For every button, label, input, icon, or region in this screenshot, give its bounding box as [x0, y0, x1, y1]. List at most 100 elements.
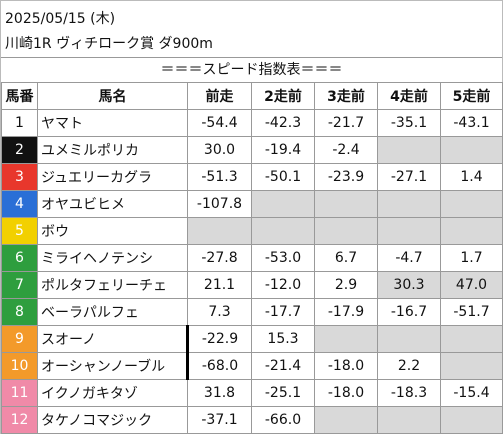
horse-name: ミライヘノテンシ [37, 244, 188, 272]
speed-index: -50.1 [251, 163, 315, 191]
empty-cell [377, 217, 441, 245]
column-header: 4走前 [377, 82, 441, 110]
horse-number: 2 [1, 136, 38, 164]
horse-row: 9 スオーノ -22.9 15.3 [1, 325, 503, 353]
column-header: 馬名 [37, 82, 188, 110]
empty-cell [440, 136, 503, 164]
horse-name: ヤマト [37, 109, 188, 137]
horse-number: 7 [1, 271, 38, 299]
speed-index: 1.7 [440, 244, 503, 272]
speed-index: -15.4 [440, 379, 503, 407]
horse-number: 10 [1, 352, 38, 380]
empty-cell [187, 217, 252, 245]
horse-name: ユメミルポリカ [37, 136, 188, 164]
column-header: 2走前 [251, 82, 315, 110]
speed-index: -21.4 [251, 352, 315, 380]
speed-index: -18.3 [377, 379, 441, 407]
empty-cell [440, 352, 503, 380]
horse-name: スオーノ [37, 325, 188, 353]
speed-index: -2.4 [314, 136, 378, 164]
race-info: 川崎1R ヴィチローク賞 ダ900m [5, 36, 213, 52]
empty-cell [440, 217, 503, 245]
column-header: 3走前 [314, 82, 378, 110]
empty-cell [314, 325, 378, 353]
header-row: 馬番 馬名 前走 2走前 3走前 4走前 5走前 [1, 82, 503, 110]
empty-cell [440, 325, 503, 353]
speed-index: -18.0 [314, 352, 378, 380]
horse-name: ジュエリーカグラ [37, 163, 188, 191]
horse-row: 7 ポルタフェリーチェ 21.1 -12.0 2.9 30.3 47.0 [1, 271, 503, 299]
horse-row: 10 オーシャンノーブル -68.0 -21.4 -18.0 2.2 [1, 352, 503, 380]
column-header: 馬番 [1, 82, 38, 110]
column-header: 前走 [187, 82, 252, 110]
speed-index: -54.4 [187, 109, 252, 137]
horse-number: 11 [1, 379, 38, 407]
horse-number: 4 [1, 190, 38, 218]
horse-row: 12 タケノコマジック -37.1 -66.0 [1, 406, 503, 434]
speed-index: -51.3 [187, 163, 252, 191]
empty-cell [440, 406, 503, 434]
speed-index: -19.4 [251, 136, 315, 164]
horse-name: オヤユビヒメ [37, 190, 188, 218]
speed-index: -17.7 [251, 298, 315, 326]
speed-index: 6.7 [314, 244, 378, 272]
speed-index: -27.1 [377, 163, 441, 191]
speed-index: -16.7 [377, 298, 441, 326]
horse-name: オーシャンノーブル [37, 352, 188, 380]
empty-cell [377, 190, 441, 218]
empty-cell [314, 406, 378, 434]
speed-index: -4.7 [377, 244, 441, 272]
horse-row: 2 ユメミルポリカ 30.0 -19.4 -2.4 [1, 136, 503, 164]
horse-row: 4 オヤユビヒメ -107.8 [1, 190, 503, 218]
empty-cell [377, 136, 441, 164]
table-body: 1 ヤマト -54.4 -42.3 -21.7 -35.1 -43.1 2 ユメミルポリカ 30.… [1, 109, 503, 434]
speed-index: -51.7 [440, 298, 503, 326]
column-header: 5走前 [440, 82, 503, 110]
speed-index: 15.3 [251, 325, 315, 353]
speed-index: 2.9 [314, 271, 378, 299]
horse-name: タケノコマジック [37, 406, 188, 434]
horse-number: 8 [1, 298, 38, 326]
horse-number: 3 [1, 163, 38, 191]
speed-index: -22.9 [186, 325, 252, 353]
speed-index: -17.9 [314, 298, 378, 326]
speed-index: -37.1 [187, 406, 252, 434]
speed-index: 30.3 [377, 271, 441, 299]
horse-number: 1 [1, 109, 38, 137]
speed-index: -68.0 [186, 352, 252, 380]
speed-index: -43.1 [440, 109, 503, 137]
speed-index: -12.0 [251, 271, 315, 299]
horse-number: 5 [1, 217, 38, 245]
speed-index: -27.8 [187, 244, 252, 272]
speed-index: 1.4 [440, 163, 503, 191]
horse-row: 5 ボウ [1, 217, 503, 245]
speed-index: -21.7 [314, 109, 378, 137]
speed-index: -53.0 [251, 244, 315, 272]
empty-cell [377, 406, 441, 434]
speed-index: 2.2 [377, 352, 441, 380]
horse-number: 9 [1, 325, 38, 353]
horse-row: 3 ジュエリーカグラ -51.3 -50.1 -23.9 -27.1 1.4 [1, 163, 503, 191]
speed-index: 21.1 [187, 271, 252, 299]
empty-cell [314, 190, 378, 218]
horse-number: 6 [1, 244, 38, 272]
speed-index: -66.0 [251, 406, 315, 434]
horse-name: ベーラパルフェ [37, 298, 188, 326]
speed-index: -25.1 [251, 379, 315, 407]
race-date: 2025/05/15 (木) [5, 11, 116, 27]
speed-index: 7.3 [187, 298, 252, 326]
empty-cell [251, 190, 315, 218]
speed-table: 馬番 馬名 前走 2走前 3走前 4走前 5走前 1 ヤマト -54.4 -42.3 -21.7 -3… [1, 82, 503, 434]
empty-cell [314, 217, 378, 245]
speed-index: 31.8 [187, 379, 252, 407]
horse-number: 12 [1, 406, 38, 434]
speed-index: -18.0 [314, 379, 378, 407]
horse-name: イクノガキタゾ [37, 379, 188, 407]
horse-name: ボウ [37, 217, 188, 245]
speed-index: -23.9 [314, 163, 378, 191]
speed-index: 47.0 [440, 271, 503, 299]
horse-row: 1 ヤマト -54.4 -42.3 -21.7 -35.1 -43.1 [1, 109, 503, 137]
horse-row: 6 ミライヘノテンシ -27.8 -53.0 6.7 -4.7 1.7 [1, 244, 503, 272]
horse-row: 8 ベーラパルフェ 7.3 -17.7 -17.9 -16.7 -51.7 [1, 298, 503, 326]
